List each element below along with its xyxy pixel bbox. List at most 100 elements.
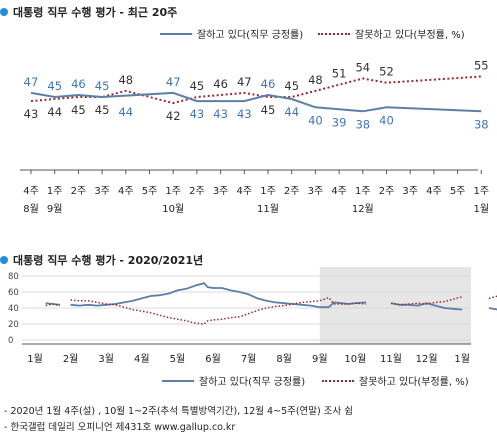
top-chart-title-row: 대통령 직무 수행 평가 - 최근 20주	[0, 4, 177, 20]
disapprove-data-label: 45	[95, 103, 110, 117]
x-month-label: 11월	[257, 203, 279, 215]
y-tick-label: 20	[8, 320, 19, 330]
x-tick-label: 1주	[355, 186, 371, 197]
disapprove-data-label: 48	[118, 73, 133, 87]
x-month-label: 1월	[474, 203, 490, 215]
disapprove-data-label: 45	[71, 103, 86, 117]
x-tick-label: 2주	[71, 186, 87, 197]
approve-data-label: 38	[474, 117, 489, 131]
disapprove-data-label: 48	[308, 73, 323, 87]
footnote-source: - 한국갤럽 데일리 오피니언 제431호 www.gallup.co.kr	[4, 422, 236, 433]
x-tick-label: 4주	[331, 186, 347, 197]
approve-data-label: 44	[118, 105, 133, 119]
bottom-chart-title-row: 대통령 직무 수행 평가 - 2020/2021년	[0, 252, 203, 268]
bottom-legend-approve: 잘하고 있다(직무 긍정률)	[162, 373, 305, 388]
y-tick-label: 60	[8, 288, 19, 298]
disapprove-data-label: 42	[166, 109, 181, 123]
top-line-chart: 4주 1주 2주 3주 4주 5주 1주 2주 3주 4주 1주 2주 3주 4주 1주 2주 3주 4주 5주 1주…	[20, 59, 490, 215]
y-tick-label: 80	[8, 272, 19, 282]
y-tick-label: 40	[8, 304, 19, 314]
approve-data-label: 47	[24, 75, 39, 89]
disapprove-series-line	[390, 296, 463, 306]
bullet-dot-icon	[0, 8, 8, 16]
approve-data-label: 40	[308, 113, 323, 127]
x-tick-label: 2주	[284, 186, 300, 197]
approve-data-label: 43	[213, 107, 228, 121]
x-tick-label: 3주	[94, 186, 110, 197]
x-tick-label: 10월	[344, 353, 366, 365]
x-tick-label: 6월	[205, 353, 221, 365]
disapprove-data-label: 51	[332, 67, 347, 81]
x-tick-label: 3주	[213, 186, 229, 197]
x-tick-label: 11월	[380, 353, 402, 365]
disapprove-series-line	[45, 303, 61, 307]
shaded-period	[319, 267, 471, 344]
x-month-label: 12월	[352, 203, 374, 215]
approve-data-label: 46	[261, 77, 276, 91]
approve-swatch-icon	[160, 32, 192, 35]
bottom-chart-title: 대통령 직무 수행 평가 - 2020/2021년	[13, 254, 204, 267]
top-chart-title: 대통령 직무 수행 평가 - 최근 20주	[13, 6, 178, 19]
approve-series-line	[70, 282, 367, 309]
x-tick-label: 2월	[63, 353, 79, 365]
disapprove-data-label: 45	[261, 103, 276, 117]
x-tick-label: 2주	[379, 186, 395, 197]
approve-data-label: 45	[47, 79, 62, 93]
bottom-legend-approve-label: 잘하고 있다(직무 긍정률)	[199, 377, 306, 388]
approve-series-line	[30, 91, 482, 113]
x-tick-label: 1주	[165, 186, 181, 197]
top-legend-approve: 잘하고 있다(직무 긍정률)	[160, 26, 303, 41]
disapprove-swatch-icon	[318, 32, 350, 35]
footnote-schedule: - 2020년 1월 4주(설) , 10월 1~2주(추석 특별방역기간), …	[4, 406, 354, 417]
disapprove-series-line	[488, 295, 497, 300]
x-month-label: 10월	[162, 203, 184, 215]
disapprove-data-label: 43	[24, 107, 39, 121]
top-legend-approve-label: 잘하고 있다(직무 긍정률)	[197, 30, 304, 41]
x-tick-label: 3주	[402, 186, 418, 197]
disapprove-data-label: 47	[237, 75, 252, 89]
x-tick-label: 1월	[27, 353, 43, 365]
x-tick-label: 4주	[237, 186, 253, 197]
x-tick-label: 5월	[170, 353, 186, 365]
x-tick-label: 4주	[118, 186, 134, 197]
bullet-dot-icon	[0, 256, 8, 264]
x-month-label: 9월	[47, 203, 63, 215]
approve-series-line	[488, 307, 497, 311]
approve-data-label: 43	[237, 107, 252, 121]
approve-data-label: 46	[71, 77, 86, 91]
x-tick-label: 4주	[426, 186, 442, 197]
disapprove-data-label: 45	[284, 79, 299, 93]
disapprove-data-label: 46	[213, 77, 228, 91]
x-tick-label: 3주	[308, 186, 324, 197]
approve-swatch-icon	[162, 379, 194, 382]
disapprove-data-label: 54	[355, 61, 370, 75]
x-tick-label: 8월	[276, 353, 292, 365]
approve-data-label: 47	[166, 75, 181, 89]
disapprove-swatch-icon	[322, 379, 354, 382]
disapprove-data-label: 55	[474, 59, 489, 73]
x-tick-label: 1주	[260, 186, 276, 197]
bottom-line-chart: 0 20 40 60 80 1월 2월 3월 4월 5월 6월 7월 8월 9월 10월 11월 12월 1월	[8, 267, 497, 365]
disapprove-series-line	[70, 296, 367, 325]
x-tick-label: 1월	[454, 353, 470, 365]
y-tick-label: 0	[8, 336, 13, 346]
bottom-legend-disapprove: 잘못하고 있다(부정률, %)	[322, 373, 469, 388]
x-tick-label: 2주	[189, 186, 205, 197]
x-tick-label: 12월	[416, 353, 438, 365]
disapprove-data-label: 44	[47, 105, 62, 119]
x-tick-label: 7월	[241, 353, 257, 365]
approve-data-label: 45	[95, 79, 110, 93]
x-tick-label: 5주	[142, 186, 158, 197]
x-tick-label: 1주	[47, 186, 63, 197]
disapprove-data-label: 52	[379, 65, 394, 79]
bottom-legend-disapprove-label: 잘못하고 있다(부정률, %)	[359, 377, 469, 388]
x-tick-label: 5주	[450, 186, 466, 197]
approve-data-label: 39	[332, 115, 347, 129]
x-tick-label: 9월	[312, 353, 328, 365]
disapprove-data-label: 45	[190, 79, 205, 93]
x-month-label: 8월	[23, 203, 39, 215]
x-tick-label: 3월	[98, 353, 114, 365]
approve-data-label: 44	[284, 105, 299, 119]
x-tick-label: 1주	[474, 186, 490, 197]
top-legend-disapprove-label: 잘못하고 있다(부정률, %)	[355, 30, 465, 41]
